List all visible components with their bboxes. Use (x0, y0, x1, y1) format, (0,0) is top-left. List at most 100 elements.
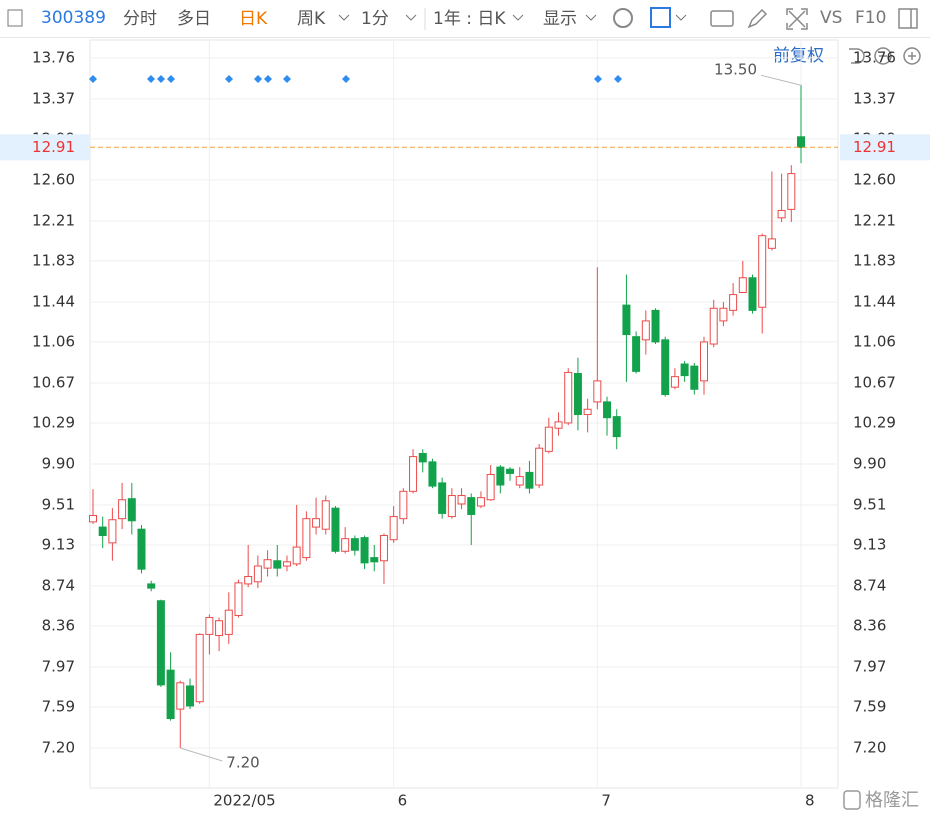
y-tick-label: 11.06 (32, 332, 75, 350)
chevron[interactable] (405, 14, 417, 21)
settings-icon[interactable] (613, 8, 633, 28)
zoom-out-icon[interactable] (874, 47, 892, 65)
adjust-button[interactable]: 前复权 (773, 46, 824, 66)
panel-icon[interactable] (898, 8, 918, 29)
candle-body (108, 519, 117, 544)
candle-body (544, 426, 553, 452)
candles (89, 85, 805, 749)
candle-body (486, 473, 495, 501)
candle-body (428, 461, 437, 487)
chevron[interactable] (338, 14, 350, 21)
tab[interactable]: 1年 : 日K (433, 9, 506, 29)
candle-body (302, 518, 311, 559)
candle-body (515, 476, 524, 486)
candle-body (350, 538, 359, 551)
candle-body (234, 582, 243, 616)
y-tick-label: 13.37 (32, 89, 75, 107)
sidebar-toggle[interactable] (7, 9, 23, 27)
max-label: 13.50 (714, 61, 757, 79)
chevron[interactable] (512, 14, 524, 21)
candle-body (282, 561, 291, 567)
candle-body (738, 277, 747, 293)
y-tick-label-right: 11.83 (853, 251, 896, 269)
y-tick-label-right: 7.20 (853, 739, 886, 757)
pencil-icon[interactable] (747, 8, 768, 29)
reset-icon[interactable] (849, 48, 865, 64)
event-marker[interactable] (283, 75, 291, 83)
y-tick-label-right: 8.74 (853, 577, 886, 595)
tab[interactable]: 分时 (123, 9, 157, 29)
candle-body (98, 526, 107, 537)
candle-body (185, 685, 194, 707)
event-marker[interactable] (157, 75, 165, 83)
tab[interactable]: 1分 (361, 9, 389, 29)
event-marker[interactable] (594, 75, 602, 83)
candle-body (118, 499, 127, 520)
candle-body (506, 468, 515, 474)
candle-body (748, 277, 757, 311)
candle-body (622, 304, 631, 336)
candle-body (787, 173, 796, 210)
y-tick-label: 9.51 (42, 496, 75, 514)
event-marker[interactable] (264, 75, 272, 83)
tab[interactable]: 显示 (543, 9, 577, 29)
candle-body (573, 372, 582, 416)
candle-body (137, 528, 146, 570)
chevron[interactable] (585, 14, 597, 21)
zoom-in-icon[interactable] (903, 47, 921, 65)
y-tick-label: 9.90 (42, 454, 75, 472)
y-tick-label: 13.76 (32, 48, 75, 66)
event-marker[interactable] (167, 75, 175, 83)
candle-body (166, 669, 175, 720)
candle-body (224, 609, 233, 635)
candle-body (273, 560, 282, 569)
candle-body (176, 682, 185, 710)
camera-icon[interactable] (710, 10, 734, 27)
candle-body (661, 339, 670, 396)
candle-body (253, 565, 262, 583)
candle-body (467, 497, 476, 515)
f10-button[interactable]: F10 (855, 8, 886, 28)
event-marker[interactable] (225, 75, 233, 83)
y-tick-label-right: 11.06 (853, 332, 896, 350)
candle-body (632, 336, 641, 372)
candle-body (554, 421, 563, 429)
candle-body (797, 136, 805, 148)
candle-body (447, 495, 456, 518)
y-tick-label-right: 9.13 (853, 535, 886, 553)
candle-body (263, 559, 272, 569)
watermark-logo (843, 790, 861, 810)
price-tag-bg-right (840, 134, 930, 161)
tab[interactable]: 周K (297, 9, 326, 29)
max-pointer (760, 74, 802, 86)
candle-body (767, 238, 776, 249)
candle-body (583, 408, 592, 416)
y-tick-label: 7.59 (42, 697, 75, 715)
y-tick-label-right: 9.51 (853, 496, 886, 514)
y-tick-label-right: 13.37 (853, 89, 896, 107)
color-icon[interactable] (650, 7, 671, 28)
event-marker[interactable] (89, 75, 97, 83)
tab-active[interactable]: 日K (239, 9, 268, 29)
y-tick-label: 8.74 (42, 577, 75, 595)
candle-body (244, 576, 253, 585)
candle-body (360, 537, 369, 564)
vs-button[interactable]: VS (820, 8, 842, 28)
candle-body (690, 365, 699, 390)
event-marker[interactable] (342, 75, 350, 83)
candle-body (525, 471, 534, 489)
y-tick-label-right: 11.44 (853, 292, 896, 310)
tab[interactable]: 多日 (177, 9, 211, 29)
stock-code[interactable]: 300389 (41, 8, 106, 28)
candle-body (438, 482, 447, 514)
fullscreen-icon[interactable] (786, 8, 808, 30)
y-tick-label: 12.21 (32, 211, 75, 229)
event-marker[interactable] (147, 75, 155, 83)
y-tick-label: 8.36 (42, 616, 75, 634)
event-marker[interactable] (614, 75, 622, 83)
event-marker[interactable] (254, 75, 262, 83)
y-tick-label-right: 12.60 (853, 170, 896, 188)
y-tick-label-right: 10.29 (853, 413, 896, 431)
chevron[interactable] (675, 14, 687, 21)
